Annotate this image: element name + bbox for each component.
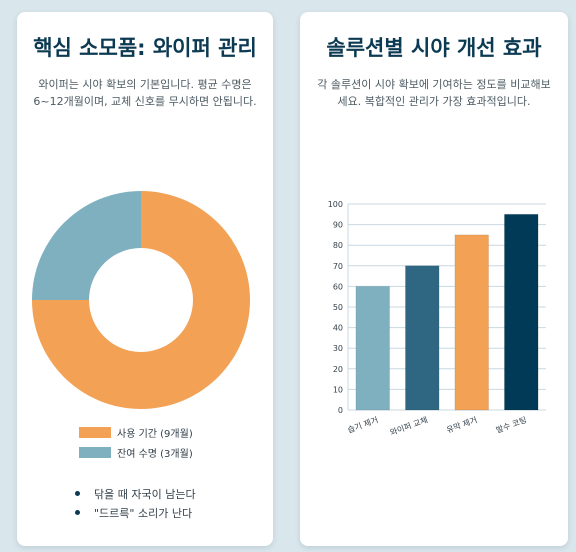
y-tick-label: 20: [333, 365, 343, 374]
legend-swatch-used: [79, 426, 111, 438]
wiper-card: 핵심 소모품: 와이퍼 관리 와이퍼는 시야 확보의 기본입니다. 평균 수명은…: [17, 12, 273, 546]
legend-label-remaining: 잔여 수명 (3개월): [117, 448, 193, 460]
y-tick-label: 50: [333, 303, 343, 312]
bullet-text: "드르륵" 소리가 난다: [94, 506, 193, 520]
solutions-card-description: 각 솔루션이 시야 확보에 기여하는 정도를 비교해보세요. 복합적인 관리가 …: [317, 78, 551, 108]
y-tick-label: 90: [333, 221, 343, 230]
wiper-card-title: 핵심 소모품: 와이퍼 관리: [33, 36, 257, 60]
y-tick-label: 100: [328, 200, 343, 209]
legend-item-remaining: 잔여 수명 (3개월): [79, 442, 193, 462]
bar-2: [454, 234, 490, 411]
y-tick-label: 70: [333, 262, 343, 271]
replacement-signs-list: 닦을 때 자국이 남는다 "드르륵" 소리가 난다: [75, 484, 196, 522]
legend-label-used: 사용 기간 (9개월): [117, 428, 193, 440]
y-tick-label: 60: [333, 282, 343, 291]
legend-swatch-remaining: [79, 446, 111, 458]
bullet-icon: [75, 491, 80, 496]
legend-item-used: 사용 기간 (9개월): [79, 422, 193, 442]
bullet-text: 닦을 때 자국이 남는다: [94, 487, 196, 501]
wiper-donut-chart: [32, 191, 250, 409]
bar-0: [355, 285, 391, 411]
donut-slice-1: [32, 191, 141, 300]
list-item: 닦을 때 자국이 남는다: [75, 484, 196, 503]
y-tick-label: 0: [338, 406, 343, 415]
x-tick-label: 습기 제거: [346, 415, 379, 434]
x-tick-label: 발수 코팅: [494, 414, 527, 434]
bar-3: [503, 213, 539, 411]
y-tick-label: 10: [333, 385, 343, 394]
wiper-card-description: 와이퍼는 시야 확보의 기본입니다. 평균 수명은 6~12개월이며, 교체 신…: [33, 78, 257, 108]
x-tick-label: 와이퍼 교체: [389, 414, 429, 437]
solutions-bar-chart: 0 10 20 30 40 50 60 70 80 90 100 습기 제거 와이퍼 교체 유막 제거 발수…: [328, 200, 546, 437]
y-tick-label: 80: [333, 241, 343, 250]
donut-legend: 사용 기간 (9개월) 잔여 수명 (3개월): [79, 422, 193, 462]
solutions-card-title: 솔루션별 시야 개선 효과: [326, 36, 542, 60]
solutions-card: 솔루션별 시야 개선 효과 각 솔루션이 시야 확보에 기여하는 정도를 비교해…: [300, 12, 568, 546]
bullet-icon: [75, 510, 80, 515]
y-tick-label: 40: [333, 324, 343, 333]
donut-slice-0: [32, 191, 250, 409]
y-tick-label: 30: [333, 344, 343, 353]
bar-1: [404, 265, 440, 411]
list-item: "드르륵" 소리가 난다: [75, 503, 196, 522]
x-tick-label: 유막 제거: [445, 414, 478, 434]
